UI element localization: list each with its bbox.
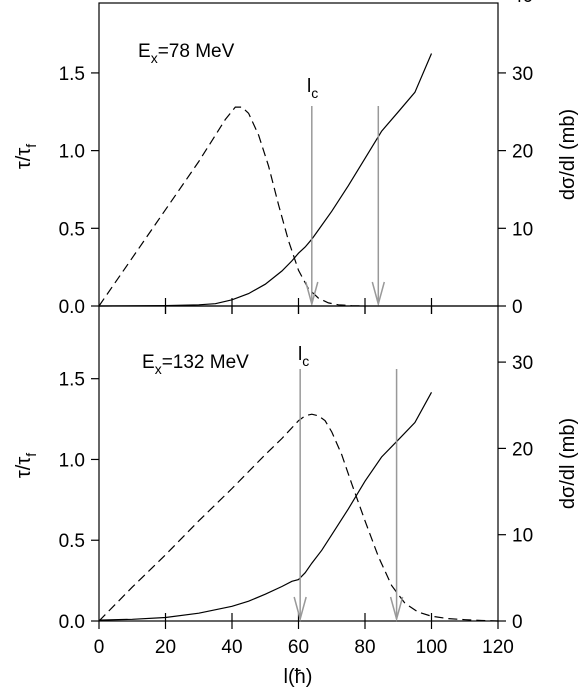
arrow-head	[371, 281, 386, 307]
panel-bottom: 0 20 40 60 80 100 120 0.0 0.5 1.0 1.5 0 10 20 30 τ/τf dσ…	[13, 305, 579, 658]
left-y-tick-label: 0.0	[59, 612, 85, 633]
left-axis-label-main: τ/τ	[13, 457, 35, 478]
left-y-tick-label: 1.0	[59, 450, 85, 471]
solid-series-line	[98, 53, 433, 307]
lc-label-sub: c	[311, 85, 318, 101]
x-tick-label: 120	[482, 637, 514, 658]
panel-top: 0.0 0.5 1.0 1.5 0 10 20 30 40 τ/τf dσ/dl (mb) Ex=78…	[13, 0, 579, 318]
lc-label-main: l	[307, 76, 311, 97]
energy-annotation: Ex=132 MeV	[142, 352, 249, 377]
left-y-tick-label: 0.5	[59, 219, 85, 240]
left-axis-label-sub: f	[23, 144, 39, 148]
left-y-tick-label: 1.0	[59, 142, 85, 163]
left-axis-label: τ/τf	[13, 453, 39, 478]
left-y-tick-label: 1.5	[59, 64, 85, 85]
annotation-sub: x	[151, 50, 158, 66]
right-y-tick-label: 0	[512, 612, 523, 633]
right-y-tick-label: 30	[512, 64, 533, 85]
solid-series-line	[98, 392, 433, 621]
dashed-series-line	[98, 106, 366, 307]
left-y-tick-label: 0.0	[59, 297, 85, 318]
right-y-tick-label: 0	[512, 297, 523, 318]
right-y-tick-label: 10	[512, 219, 533, 240]
right-y-tick-label: 20	[512, 439, 533, 460]
x-tick-label: 100	[416, 637, 448, 658]
lc-label-sub: c	[302, 353, 309, 369]
right-y-tick-label: 20	[512, 142, 533, 163]
x-tick-label: 20	[155, 637, 176, 658]
dashed-series-line	[98, 413, 499, 622]
right-y-tick-label: 10	[512, 526, 533, 547]
right-axis-label: dσ/dl (mb)	[557, 418, 579, 509]
arrow-head	[293, 596, 307, 622]
arrow-head	[305, 281, 319, 307]
annotation-rest: =78 MeV	[158, 41, 235, 62]
energy-annotation: Ex=78 MeV	[138, 41, 235, 66]
x-tick-label: 0	[94, 637, 105, 658]
x-tick-label: 60	[288, 637, 309, 658]
x-tick-label: 80	[354, 637, 375, 658]
right-y-tick-label: 30	[512, 353, 533, 374]
left-axis-label-sub: f	[23, 453, 39, 457]
annotation-rest: =132 MeV	[162, 352, 249, 373]
annotation-sub: x	[155, 361, 162, 377]
x-tick-label: 40	[221, 637, 242, 658]
left-y-tick-label: 1.5	[59, 370, 85, 391]
right-axis-label: dσ/dl (mb)	[557, 109, 579, 200]
right-y-tick-label: 40	[512, 0, 533, 7]
lc-label: lc	[307, 76, 318, 101]
lc-label: lc	[298, 344, 309, 369]
lc-label-main: l	[298, 344, 302, 365]
left-y-tick-label: 0.5	[59, 531, 85, 552]
left-axis-label: τ/τf	[13, 144, 39, 169]
annotation-main: E	[142, 352, 155, 373]
arrow-head	[389, 596, 404, 622]
x-axis-label: l(ħ)	[284, 666, 313, 688]
annotation-main: E	[138, 41, 151, 62]
left-axis-label-main: τ/τ	[13, 148, 35, 169]
